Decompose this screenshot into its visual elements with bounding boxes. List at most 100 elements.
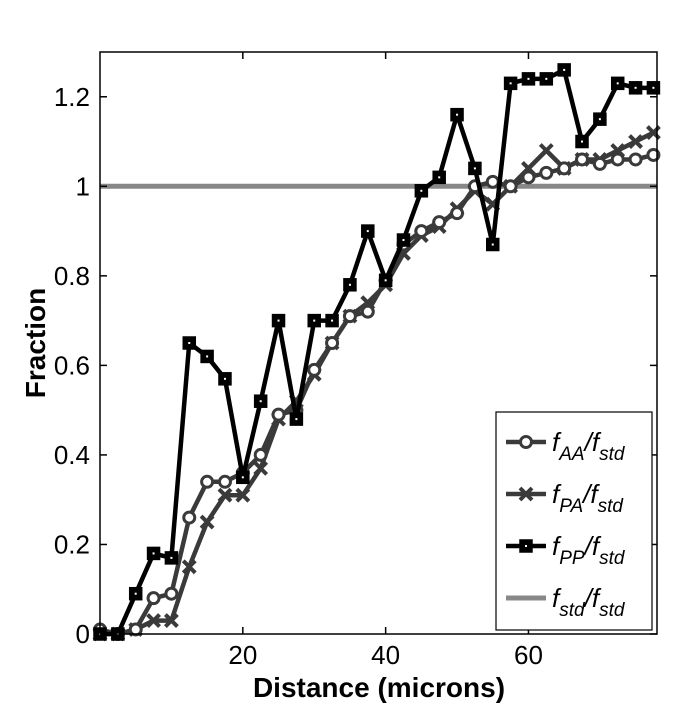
data-point-pa [628, 134, 643, 149]
data-point-pp-center [206, 355, 209, 358]
data-point-aa [200, 474, 215, 489]
data-point-pa [181, 559, 197, 575]
y-tick-label: 0.6 [54, 350, 90, 380]
data-point-pa [146, 613, 161, 628]
data-point-pp-center [581, 140, 584, 143]
data-point-pp-center [134, 592, 137, 595]
y-tick-label: 1 [76, 171, 90, 201]
data-point-aa [182, 510, 197, 525]
data-point-aa [557, 161, 572, 176]
y-tick-label: 0 [76, 619, 90, 649]
legend-label-part: PP [559, 548, 585, 569]
data-point-pp-center [241, 476, 244, 479]
data-point-aa [271, 407, 286, 422]
legend-label-part: f [592, 427, 602, 457]
data-point-aa [628, 152, 643, 167]
data-point-pp-center [509, 82, 512, 85]
data-point-aa [539, 165, 554, 180]
data-point-pp-center [170, 556, 173, 559]
legend-label-part: / [583, 583, 595, 613]
legend-label-part: f [552, 427, 562, 457]
data-point-aa [432, 215, 447, 230]
y-tick-label: 0.2 [54, 529, 90, 559]
data-point-pp-center [438, 176, 441, 179]
legend-label-part: / [583, 531, 595, 561]
legend-label-part: f [552, 479, 562, 509]
legend-label-part: f [590, 479, 600, 509]
data-point-aa [414, 224, 429, 239]
legend-label-aa: fAA/fstd [552, 427, 626, 465]
ticks-layer: 20 40 60 0 0.2 0.4 0.6 0.8 1 1.2 [54, 52, 657, 670]
y-axis-title: Fraction [20, 288, 51, 398]
data-point-pp-center [152, 552, 155, 555]
legend-label-part: std [599, 444, 626, 465]
data-point-aa [646, 147, 661, 162]
data-point-pp-center [348, 283, 351, 286]
data-point-aa [610, 152, 625, 167]
y-tick-label: 0.8 [54, 261, 90, 291]
data-point-aa [521, 170, 536, 185]
data-point-pp-center [295, 418, 298, 421]
data-point-pp-center [188, 342, 191, 344]
data-point-aa [164, 586, 179, 601]
plot-frame [99, 51, 658, 635]
data-point-aa [217, 474, 232, 489]
x-tick-label: 40 [371, 640, 400, 670]
legend-label-part: f [552, 583, 562, 613]
x-tick-label: 20 [228, 640, 257, 670]
legend-box [495, 411, 653, 631]
data-point-pp-center [384, 279, 387, 282]
data-point-pp-center [402, 239, 405, 242]
data-point-aa [342, 309, 357, 324]
data-point-pp-center [331, 319, 334, 322]
data-point-pa [163, 613, 179, 628]
legend-marker-center [525, 545, 527, 547]
data-point-aa [253, 447, 268, 462]
data-point-pp-center [259, 400, 262, 403]
data-point-aa [146, 591, 161, 606]
legend-label-part: f [592, 583, 602, 613]
data-point-aa [503, 179, 518, 194]
data-point-aa [360, 304, 375, 319]
x-tick-label: 60 [514, 640, 543, 670]
legend-label-part: f [592, 531, 602, 561]
data-point-aa [485, 174, 500, 189]
data-point-pp-center [223, 377, 226, 380]
legend-marker [519, 435, 533, 449]
legend-label-part: f [552, 531, 562, 561]
data-point-pa [538, 143, 554, 158]
data-point-pp-center [491, 243, 494, 246]
legend-label-pp: fPP/fstd [552, 531, 626, 569]
data-point-pp-center [473, 167, 476, 170]
data-point-aa [575, 152, 590, 167]
data-point-pp-center [420, 189, 423, 192]
data-point-pp-center [652, 86, 655, 89]
legend-label-part: std [559, 600, 586, 621]
data-point-aa [592, 156, 607, 171]
series-layer [92, 63, 661, 642]
data-point-aa [325, 336, 340, 350]
data-point-aa [450, 206, 465, 221]
x-axis-title: Distance (microns) [253, 672, 505, 703]
data-point-pa [253, 460, 269, 476]
legend-label-part: std [599, 600, 626, 621]
data-point-pp-center [545, 77, 548, 80]
data-point-pp-center [616, 82, 619, 85]
legend-marker [518, 486, 534, 502]
data-point-pp-center [456, 113, 459, 116]
data-point-pp-center [313, 319, 316, 322]
legend-label-part: / [581, 479, 593, 509]
data-point-pa [217, 487, 233, 503]
data-point-pa [235, 487, 251, 503]
legend-label-part: std [599, 548, 626, 569]
data-point-aa [307, 362, 322, 377]
legend-label-std: fstd/fstd [552, 583, 626, 621]
legend-label-part: PA [559, 496, 583, 517]
data-point-pp-center [527, 77, 530, 80]
y-tick-label: 1.2 [54, 82, 90, 112]
data-point-pp-center [277, 319, 280, 322]
legend-label-part: / [583, 427, 595, 457]
legend-label-part: std [598, 496, 625, 517]
